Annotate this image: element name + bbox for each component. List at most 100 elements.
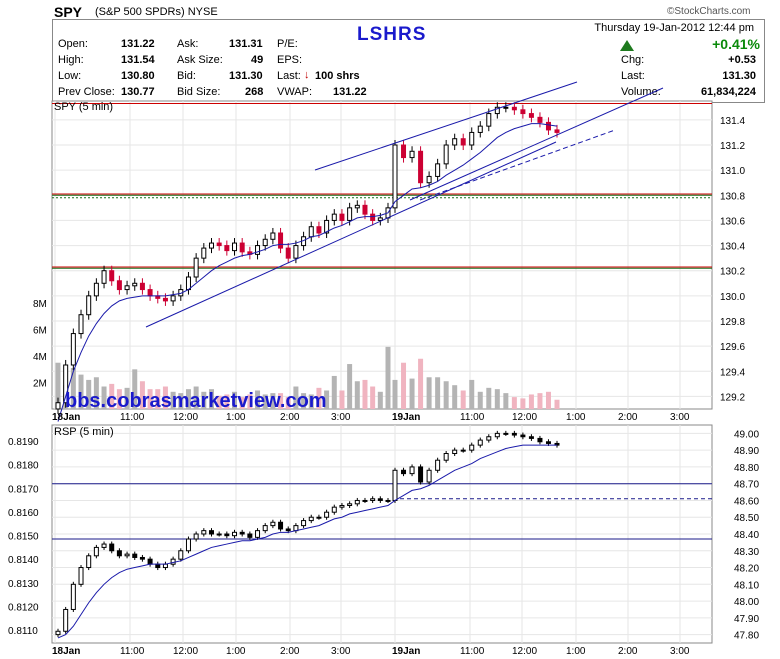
candle <box>409 150 415 159</box>
candle <box>208 530 214 535</box>
candle <box>409 466 415 475</box>
candle <box>385 499 391 502</box>
x-tick-label: 18Jan <box>52 412 80 423</box>
candle <box>324 219 330 234</box>
candle <box>339 213 345 221</box>
chg-value: +0.53 <box>728 54 756 66</box>
y-tick-label: 48.00 <box>734 597 759 608</box>
candle <box>132 553 138 558</box>
open-label: Open: <box>58 38 88 50</box>
x-tick-label: 1:00 <box>566 646 586 657</box>
candle <box>78 567 84 585</box>
datetime: Thursday 19-Jan-2012 12:44 pm <box>594 22 754 34</box>
volume-bar <box>255 390 261 409</box>
x-tick-label: 11:00 <box>460 412 485 423</box>
x-tick-label: 3:00 <box>670 646 690 657</box>
volume-bar <box>460 390 466 409</box>
candle <box>301 520 307 527</box>
candle <box>494 106 500 115</box>
candle <box>70 333 76 366</box>
candle <box>278 521 284 530</box>
candle <box>401 469 407 475</box>
candle <box>469 444 475 451</box>
candle <box>426 469 432 483</box>
volume-bar <box>331 375 337 409</box>
low-label: Low: <box>58 70 82 82</box>
high-value: 131.54 <box>121 54 155 66</box>
spy-chart-label: SPY (5 min) <box>54 101 113 113</box>
candle <box>262 525 268 532</box>
volume-bar <box>301 393 307 409</box>
candle <box>185 276 191 291</box>
volume-bar <box>170 391 176 409</box>
volume-bar <box>520 398 526 409</box>
volume-bar <box>124 387 130 409</box>
y-tick-label: 130.4 <box>720 242 745 253</box>
candle <box>116 550 122 557</box>
y-tick-label-left: 0.8110 <box>8 626 38 637</box>
candle <box>503 432 509 435</box>
candle <box>162 563 168 569</box>
y-tick-label: 47.90 <box>734 614 759 625</box>
candle <box>239 531 245 535</box>
volume-tick-label: 8M <box>33 299 47 310</box>
rsp-chart-label: RSP (5 min) <box>54 426 114 438</box>
volume-bar <box>201 391 207 409</box>
candle <box>262 238 268 247</box>
upper-trendline <box>314 81 578 171</box>
volume-bar <box>109 383 115 409</box>
x-tick-label: 11:00 <box>120 412 145 423</box>
ask-size-label: Ask Size: <box>177 54 223 66</box>
volume-bar <box>247 394 253 409</box>
candle <box>354 499 360 505</box>
candle <box>278 232 284 249</box>
candle <box>93 546 99 557</box>
x-tick-label: 2:00 <box>618 412 638 423</box>
candle <box>469 131 475 146</box>
candle <box>316 516 322 519</box>
y-tick-label: 131.4 <box>720 116 745 127</box>
volume-bar <box>262 394 268 409</box>
volume-bar <box>385 346 391 409</box>
y-tick-label-left: 0.8190 <box>8 437 39 448</box>
volume-value: 61,834,224 <box>700 86 756 98</box>
volume-bar <box>324 390 330 409</box>
vwap-label: VWAP: <box>277 86 313 98</box>
volume-bar <box>426 377 432 409</box>
candle <box>528 113 534 118</box>
last-trade-label: Last: <box>277 70 301 82</box>
candle <box>537 437 543 443</box>
volume-bar <box>354 381 360 409</box>
candle <box>170 558 176 565</box>
symbol-description: (S&P 500 SPDRs) NYSE <box>95 6 218 18</box>
y-tick-label: 48.10 <box>734 580 759 591</box>
y-tick-label-left: 0.8120 <box>8 602 39 613</box>
volume-bar <box>232 391 238 409</box>
candle <box>554 129 560 133</box>
candle <box>86 295 92 316</box>
candle <box>201 530 207 535</box>
volume-bar <box>418 358 424 409</box>
candle <box>443 144 449 165</box>
volume-bar <box>452 385 458 409</box>
volume-bar <box>139 381 145 409</box>
volume-bar <box>339 390 345 409</box>
candle <box>435 459 441 471</box>
candle <box>224 245 230 252</box>
candle <box>93 282 99 297</box>
y-tick-label: 129.4 <box>720 367 745 378</box>
pe-label: P/E: <box>277 38 298 50</box>
volume-bar <box>494 389 500 409</box>
y-tick-label: 47.80 <box>734 631 759 642</box>
bid-size-label: Bid Size: <box>177 86 221 98</box>
bid-label: Bid: <box>177 70 196 82</box>
x-tick-label: 3:00 <box>670 412 690 423</box>
candle <box>147 289 153 297</box>
candle <box>124 553 130 557</box>
x-tick-label: 12:00 <box>173 646 198 657</box>
candle <box>170 295 176 302</box>
candle <box>247 533 253 538</box>
x-tick-label: 11:00 <box>460 646 485 657</box>
candle <box>208 242 214 249</box>
